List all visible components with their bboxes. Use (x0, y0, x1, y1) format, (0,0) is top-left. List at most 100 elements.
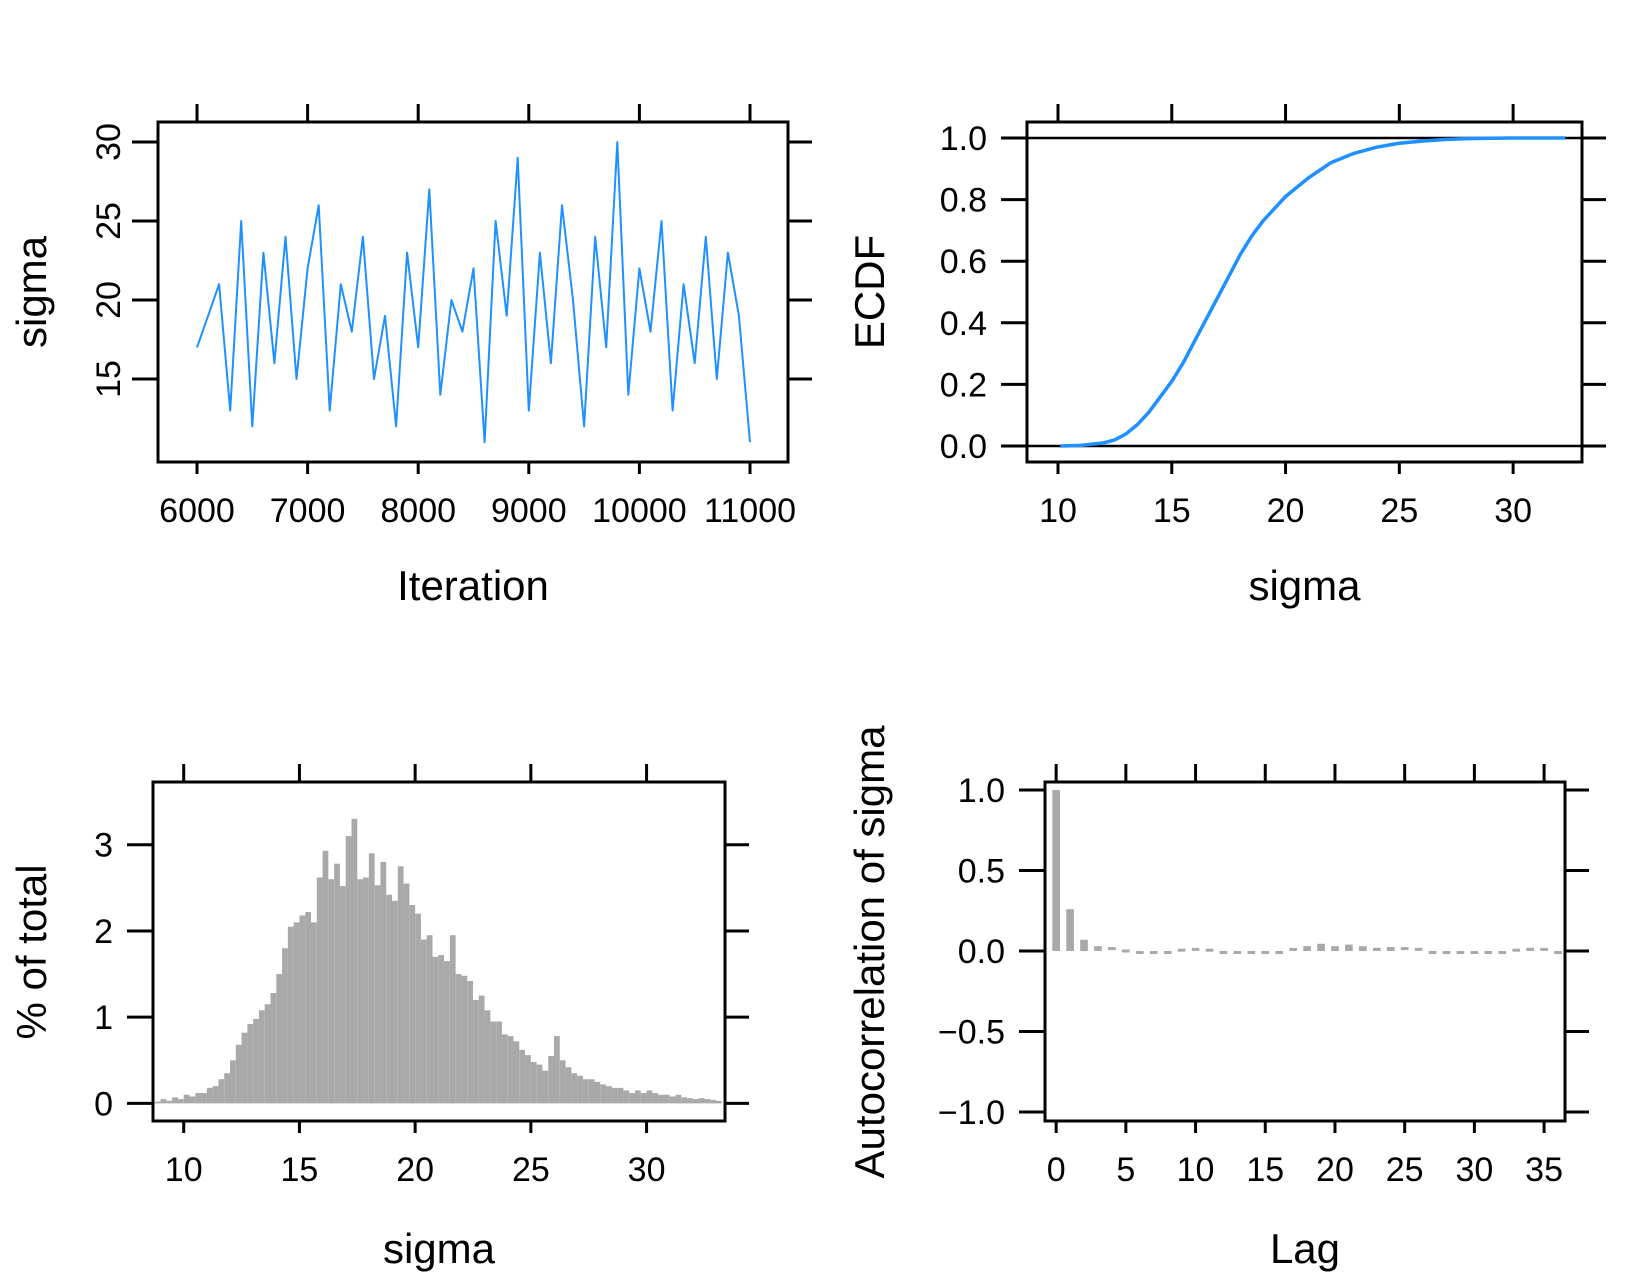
x-tick-label: 30 (1455, 1151, 1493, 1189)
acf-bar (1400, 947, 1409, 951)
x-tick-label: 7000 (270, 492, 346, 530)
histogram-bar (513, 1041, 520, 1104)
y-tick-label: 0.2 (940, 366, 987, 404)
acf-bar (1359, 946, 1367, 951)
histogram-bar (426, 935, 433, 1104)
histogram-bar (438, 955, 445, 1104)
histogram-bar (253, 1018, 259, 1104)
y-tick-label: 0.5 (958, 853, 1005, 891)
x-tick-label: 11000 (704, 492, 796, 530)
autocorrelation-panel: 0 5 10 15 20 25 30 35 −1.0 −0.5 0.0 0.5 1.0 Lag Autoco… (846, 725, 1589, 1272)
histogram-bar (606, 1086, 612, 1104)
acf-bar (1386, 946, 1395, 951)
x-tick-label: 15 (1246, 1151, 1284, 1189)
acf-bar (1233, 951, 1242, 954)
histogram-bar (218, 1079, 225, 1104)
plot-frame (151, 780, 727, 1123)
series-line (196, 141, 751, 444)
histogram-bar (692, 1099, 699, 1104)
histogram-bar (519, 1049, 526, 1104)
y-axis-label: % of total (8, 864, 55, 1039)
histogram-bar (663, 1094, 670, 1104)
y-axis-label: ECDF (846, 235, 893, 349)
y-tick-label: 30 (90, 123, 128, 161)
trace-plot-panel: 6000 7000 8000 9000 10000 11000 15 20 25 30 Iterat… (8, 104, 812, 609)
histogram-bar (258, 1010, 265, 1104)
histogram-bar (652, 1093, 659, 1104)
histogram-bar (183, 1094, 190, 1104)
histogram-bar (669, 1096, 676, 1104)
histogram-bar (189, 1096, 196, 1104)
x-tick-label: 5 (1116, 1151, 1135, 1189)
acf-bar (1303, 946, 1311, 951)
histogram-bar (154, 1101, 161, 1104)
acf-bar (1247, 951, 1256, 954)
histogram-bar (270, 993, 277, 1104)
histogram-bar (322, 850, 329, 1104)
acf-bar (1484, 951, 1493, 954)
histogram-bar (536, 1064, 543, 1104)
y-tick-label: 1 (94, 999, 113, 1037)
y-tick-label: 0.0 (940, 428, 987, 466)
y-tick-label: 0.4 (940, 305, 987, 343)
y-tick-label: 0 (94, 1085, 113, 1123)
x-tick-label: 9000 (491, 492, 567, 530)
histogram-bar (397, 866, 404, 1104)
acf-bar (1414, 947, 1423, 951)
histogram-bar (565, 1067, 572, 1104)
histogram-bar (461, 975, 468, 1104)
acf-bar (1219, 951, 1228, 954)
histogram-bar (293, 922, 300, 1104)
histogram-bar (467, 980, 473, 1104)
acf-bar (1498, 951, 1507, 954)
x-axis-label: sigma (1248, 562, 1361, 609)
y-tick-label: −1.0 (938, 1094, 1005, 1132)
histogram-bar (542, 1070, 549, 1104)
y-tick-label: 0.6 (940, 243, 987, 281)
histogram-bar (351, 818, 358, 1104)
acf-bar (1080, 939, 1088, 951)
y-axis-label: sigma (8, 235, 55, 348)
histogram-bar (264, 1004, 271, 1104)
acf-bar (1540, 947, 1548, 951)
plot-frame (156, 120, 790, 464)
histogram-bar (247, 1024, 254, 1104)
histogram-bar (235, 1044, 242, 1104)
acf-bar (1456, 951, 1465, 954)
histogram-bar (334, 863, 340, 1104)
x-tick-label: 35 (1525, 1151, 1563, 1189)
histogram-bar (345, 836, 352, 1104)
histogram-bar (640, 1093, 647, 1104)
histogram-bar (501, 1034, 508, 1104)
histogram-bar (363, 877, 369, 1104)
histogram-bar (392, 900, 398, 1104)
x-tick-label: 8000 (380, 492, 456, 530)
y-tick-label: 1.0 (958, 772, 1005, 810)
histogram-bar (710, 1099, 716, 1104)
histogram-bar (444, 961, 450, 1104)
histogram-bar (420, 939, 427, 1104)
histogram-bar (594, 1081, 601, 1104)
y-tick-label: 3 (94, 827, 113, 865)
histogram-bar (681, 1097, 688, 1104)
histogram-bar (339, 886, 346, 1104)
histogram-bar (299, 915, 306, 1104)
x-axis-label: Iteration (397, 562, 549, 609)
histogram-bar (357, 879, 364, 1104)
histogram-bar (432, 956, 439, 1104)
histogram-bar (409, 905, 416, 1104)
x-tick-label: 30 (628, 1151, 666, 1189)
x-tick-label: 6000 (159, 492, 235, 530)
acf-bar (1554, 951, 1562, 954)
x-tick-label: 15 (281, 1151, 319, 1189)
y-tick-label: 20 (90, 281, 128, 319)
histogram-bar (496, 1021, 502, 1104)
y-tick-label: 25 (90, 202, 128, 240)
x-tick-label: 10000 (592, 492, 687, 530)
histogram-bar (380, 861, 387, 1104)
y-tick-label: 0.8 (940, 182, 987, 220)
histogram-bar (374, 885, 381, 1104)
acf-bar (1122, 949, 1130, 953)
histogram-bar (415, 913, 421, 1104)
histogram-bar (449, 935, 456, 1104)
